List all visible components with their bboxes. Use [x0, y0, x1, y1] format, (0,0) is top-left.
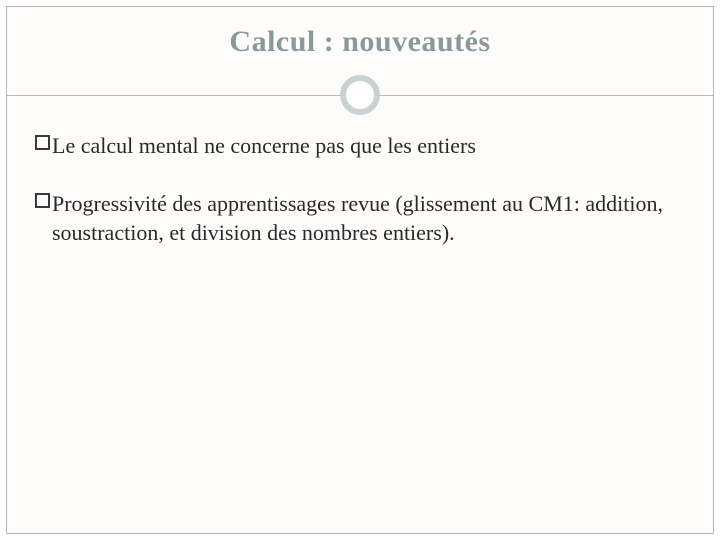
bullet-text: Le calcul mental ne concerne pas que les…: [52, 131, 476, 161]
slide-frame: Calcul : nouveautés Le calcul mental ne …: [6, 6, 714, 534]
slide-title: Calcul : nouveautés: [7, 25, 713, 59]
bullet-item: Progressivité des apprentissages revue (…: [35, 189, 685, 248]
title-divider: [7, 75, 713, 115]
square-bullet-icon: [35, 193, 50, 208]
bullet-item: Le calcul mental ne concerne pas que les…: [35, 131, 685, 161]
square-bullet-icon: [35, 135, 50, 150]
slide-container: Calcul : nouveautés Le calcul mental ne …: [0, 0, 720, 540]
bullet-text: Progressivité des apprentissages revue (…: [52, 189, 685, 248]
circle-ornament-icon: [340, 75, 380, 115]
content-area: Le calcul mental ne concerne pas que les…: [7, 115, 713, 248]
title-area: Calcul : nouveautés: [7, 7, 713, 71]
